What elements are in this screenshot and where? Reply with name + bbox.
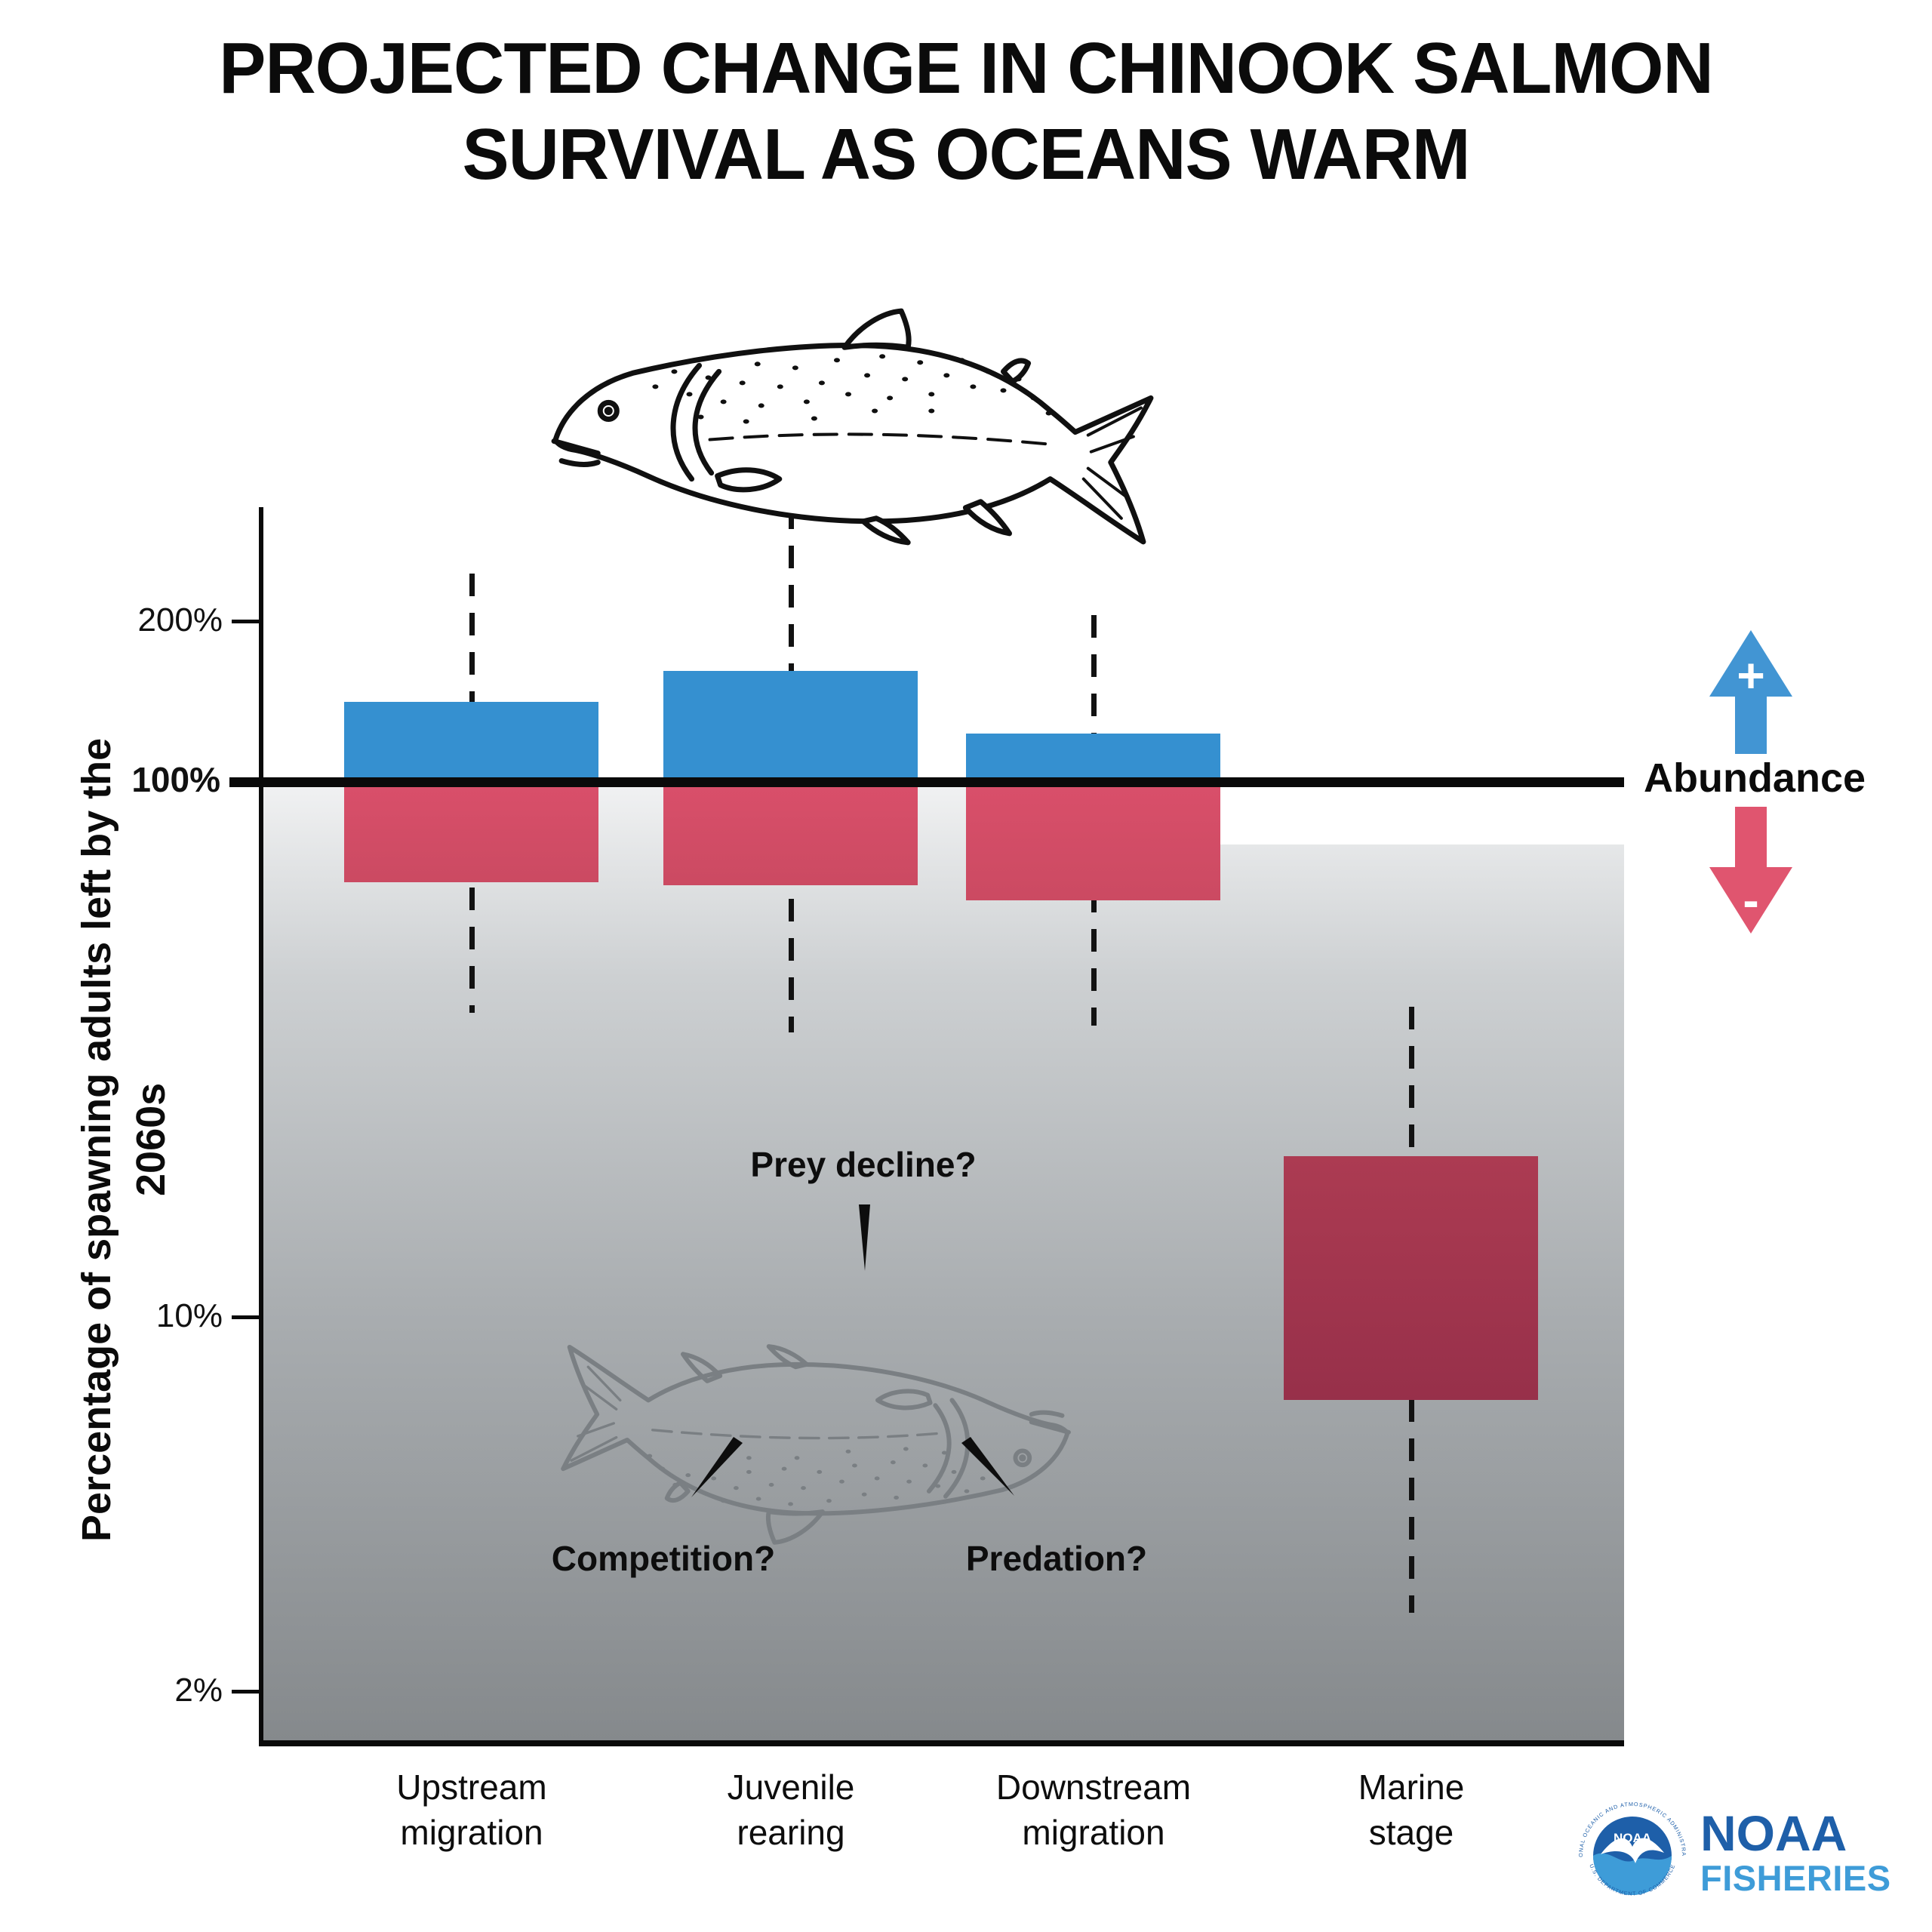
- title-line-1: PROJECTED CHANGE IN CHINOOK SALMON: [219, 28, 1714, 109]
- category-juvenile-rearing: Juvenile rearing: [727, 1767, 855, 1852]
- x-axis-line: [259, 1740, 1624, 1746]
- category-downstream-migration: Downstream migration: [995, 1767, 1192, 1852]
- y-tick-2%: [232, 1690, 260, 1694]
- box-below-juvenile-rearing: [663, 786, 918, 885]
- category-marine-stage: Marine stage: [1358, 1767, 1465, 1852]
- abundance-label: Abundance: [1643, 755, 1866, 801]
- seal-noaa-word: NOAA: [1614, 1831, 1651, 1845]
- y-axis-line: [259, 507, 263, 1746]
- title-line-2: SURVIVAL AS OCEANS WARM: [462, 114, 1471, 195]
- y-tick-label-2%: 2%: [174, 1672, 223, 1709]
- box-above-juvenile-rearing: [663, 671, 918, 778]
- minus-symbol: -: [1743, 873, 1758, 928]
- y-tick-label-10%: 10%: [155, 1297, 223, 1334]
- y-tick-10%: [232, 1315, 260, 1319]
- y-tick-200%: [232, 620, 260, 623]
- dead-salmon-illustration: [547, 1324, 1098, 1568]
- abundance-up-arrow-icon: +: [1709, 630, 1792, 754]
- healthy-salmon-illustration: [519, 281, 1170, 568]
- noaa-seal-icon: NOAA NATIONAL OCEANIC AND ATMOSPHERIC AD…: [1572, 1795, 1687, 1897]
- plus-symbol: +: [1737, 648, 1764, 703]
- abundance-arrows: + -: [1709, 630, 1792, 934]
- annotation-predation: Predation?: [965, 1539, 1148, 1578]
- noaa-wordmark: NOAA: [1700, 1805, 1847, 1861]
- box-above-downstream-migration: [966, 734, 1220, 778]
- category-upstream-migration: Upstream migration: [396, 1767, 547, 1852]
- annotation-competition: Competition?: [551, 1539, 776, 1578]
- abundance-reference-line: [229, 777, 1624, 787]
- fisheries-wordmark: FISHERIES: [1700, 1858, 1891, 1898]
- box-above-upstream-migration: [344, 702, 598, 778]
- box-below-downstream-migration: [966, 786, 1220, 900]
- infographic-title: PROJECTED CHANGE IN CHINOOK SALMON SURVI…: [29, 26, 1903, 198]
- y-tick-label-100%: 100%: [131, 760, 220, 799]
- abundance-down-arrow-icon: -: [1709, 807, 1792, 934]
- y-axis-title: Percentage of spawning adults left by th…: [74, 737, 174, 1542]
- box-below-upstream-migration: [344, 786, 598, 882]
- annotation-prey-decline: Prey decline?: [750, 1145, 977, 1184]
- y-tick-label-200%: 200%: [137, 601, 223, 638]
- box-below-marine-stage: [1284, 1156, 1538, 1400]
